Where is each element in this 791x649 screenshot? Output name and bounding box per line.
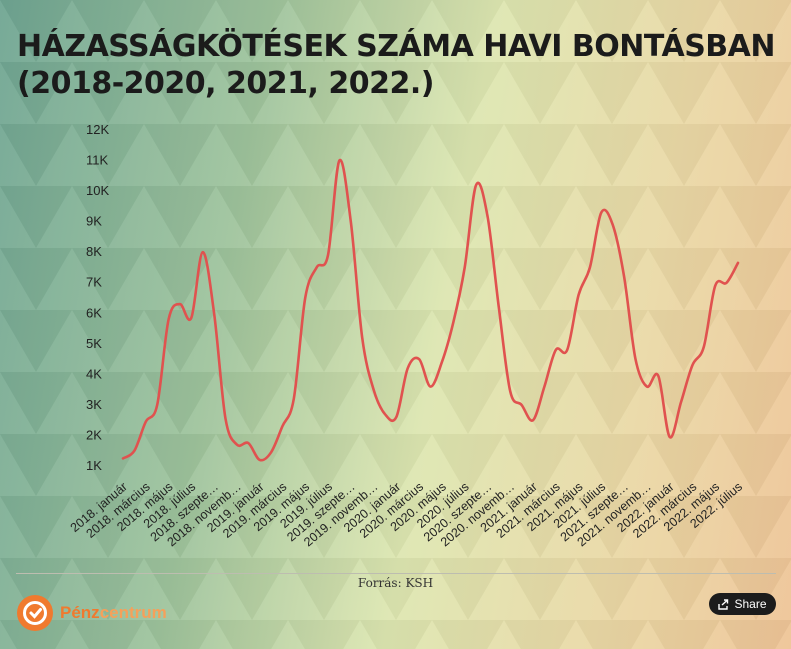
y-tick-label: 8K — [86, 244, 102, 259]
data-point[interactable] — [460, 263, 470, 273]
share-icon — [718, 598, 729, 610]
line-chart: 1K 2K 3K 4K 5K 6K 7K 8K 9K 10K 11K 12K 2018. január… — [68, 122, 745, 550]
y-tick-label: 2K — [86, 427, 102, 442]
data-point[interactable] — [608, 220, 618, 230]
data-point[interactable] — [198, 247, 208, 257]
data-point[interactable] — [186, 313, 196, 323]
data-point[interactable] — [209, 308, 219, 318]
data-point[interactable] — [426, 382, 436, 392]
y-tick-label: 1K — [86, 458, 102, 473]
y-axis: 1K 2K 3K 4K 5K 6K 7K 8K 9K 10K 11K 12K — [86, 122, 109, 473]
footer-divider — [16, 573, 776, 574]
data-point[interactable] — [391, 412, 401, 422]
data-point[interactable] — [334, 156, 344, 166]
data-point[interactable] — [631, 354, 641, 364]
data-point[interactable] — [255, 455, 265, 465]
data-point[interactable] — [619, 272, 629, 282]
data-point[interactable] — [733, 258, 743, 268]
data-point[interactable] — [129, 446, 139, 456]
data-point[interactable] — [289, 394, 299, 404]
chart-title: HÁZASSÁGKÖTÉSEK SZÁMA HAVI BONTÁSBAN (20… — [17, 29, 776, 101]
data-point[interactable] — [414, 354, 424, 364]
y-tick-label: 5K — [86, 336, 102, 351]
data-point[interactable] — [312, 263, 322, 273]
data-point[interactable] — [380, 409, 390, 419]
data-point[interactable] — [653, 371, 663, 381]
y-tick-label: 9K — [86, 214, 102, 229]
series-line — [121, 158, 740, 462]
data-point[interactable] — [437, 357, 447, 367]
data-point[interactable] — [687, 360, 697, 370]
brand-name-part2: centrum — [99, 603, 167, 622]
data-point[interactable] — [642, 382, 652, 392]
data-point[interactable] — [277, 421, 287, 431]
share-button[interactable]: Share — [709, 593, 776, 615]
plot-area — [118, 156, 743, 465]
data-point[interactable] — [175, 299, 185, 309]
data-point[interactable] — [494, 302, 504, 312]
y-tick-label: 12K — [86, 122, 109, 137]
y-tick-label: 7K — [86, 275, 102, 290]
source-note: Forrás: KSH — [357, 576, 434, 590]
data-point[interactable] — [448, 317, 458, 327]
share-label: Share — [734, 597, 767, 611]
data-point[interactable] — [471, 180, 481, 190]
y-tick-label: 6K — [86, 305, 102, 320]
data-point[interactable] — [699, 342, 709, 352]
data-point[interactable] — [221, 414, 231, 424]
data-point[interactable] — [300, 293, 310, 303]
data-point[interactable] — [528, 415, 538, 425]
data-point[interactable] — [482, 211, 492, 221]
data-point[interactable] — [722, 278, 732, 288]
data-point[interactable] — [562, 345, 572, 355]
pig-logo-icon — [17, 595, 53, 631]
data-point[interactable] — [369, 385, 379, 395]
data-point[interactable] — [164, 314, 174, 324]
data-point[interactable] — [141, 417, 151, 427]
data-point[interactable] — [676, 397, 686, 407]
brand-name-part1: Pénz — [60, 603, 100, 622]
data-point[interactable] — [243, 438, 253, 448]
y-tick-label: 11K — [86, 153, 108, 168]
data-point[interactable] — [403, 363, 413, 373]
data-point[interactable] — [232, 440, 242, 450]
y-tick-label: 10K — [86, 183, 109, 198]
data-point[interactable] — [505, 386, 515, 396]
data-point[interactable] — [574, 290, 584, 300]
data-point[interactable] — [539, 382, 549, 392]
data-point[interactable] — [585, 263, 595, 273]
data-point[interactable] — [551, 345, 561, 355]
data-point[interactable] — [346, 217, 356, 227]
data-point[interactable] — [323, 250, 333, 260]
brand-logo[interactable]: Pénzcentrum — [16, 594, 167, 632]
data-point[interactable] — [517, 400, 527, 410]
y-tick-label: 3K — [86, 397, 102, 412]
data-point[interactable] — [596, 208, 606, 218]
data-point[interactable] — [266, 447, 276, 457]
y-tick-label: 4K — [86, 366, 102, 381]
data-point[interactable] — [152, 400, 162, 410]
data-point[interactable] — [710, 281, 720, 291]
data-point[interactable] — [357, 333, 367, 343]
data-point[interactable] — [118, 453, 128, 463]
data-point[interactable] — [665, 432, 675, 442]
